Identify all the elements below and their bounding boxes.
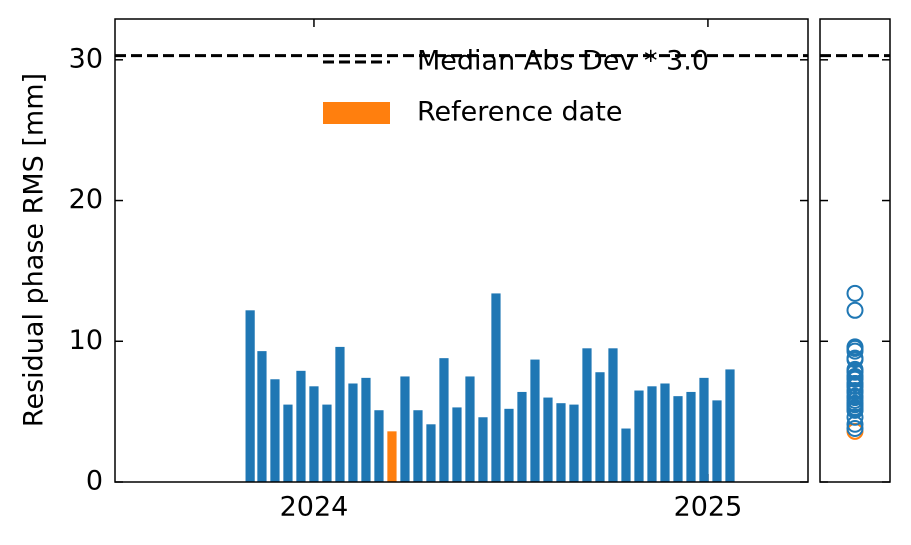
bar bbox=[439, 358, 449, 482]
bar bbox=[283, 404, 293, 482]
distribution-point bbox=[846, 420, 864, 438]
bar bbox=[387, 431, 397, 482]
bar bbox=[478, 417, 488, 482]
bar bbox=[309, 386, 319, 482]
bar bbox=[660, 383, 670, 482]
bar bbox=[595, 372, 605, 482]
y-tick-label: 20 bbox=[69, 184, 103, 215]
bar bbox=[712, 400, 722, 482]
legend-label: Reference date bbox=[417, 97, 622, 128]
bar bbox=[413, 410, 423, 482]
bar bbox=[491, 293, 501, 482]
bar bbox=[296, 370, 306, 482]
distribution-point bbox=[846, 369, 864, 387]
bar bbox=[699, 377, 709, 482]
side-frame bbox=[819, 18, 891, 483]
y-axis-label: Residual phase RMS [mm] bbox=[19, 73, 50, 427]
bar bbox=[322, 404, 332, 482]
y-tick-label: 10 bbox=[69, 325, 103, 356]
bar bbox=[348, 383, 358, 482]
plot-frame bbox=[114, 18, 809, 483]
bar bbox=[621, 428, 631, 482]
bar bbox=[582, 348, 592, 482]
distribution-point bbox=[846, 351, 864, 369]
distribution-point bbox=[846, 284, 864, 302]
distribution-point bbox=[846, 400, 864, 418]
bar bbox=[673, 396, 683, 482]
bar bbox=[530, 359, 540, 482]
bar bbox=[361, 377, 371, 482]
bar bbox=[504, 408, 514, 482]
bar bbox=[426, 424, 436, 482]
x-tick-label: 2024 bbox=[280, 492, 349, 523]
bar bbox=[517, 391, 527, 482]
distribution-point bbox=[846, 339, 864, 357]
bar bbox=[257, 351, 267, 482]
legend-label: Median Abs Dev * 3.0 bbox=[417, 46, 709, 77]
x-tick-label: 2025 bbox=[674, 492, 743, 523]
y-tick-label: 30 bbox=[69, 43, 103, 74]
bar bbox=[400, 376, 410, 482]
bar bbox=[686, 391, 696, 482]
distribution-point bbox=[846, 387, 864, 405]
bar bbox=[556, 403, 566, 482]
bar bbox=[543, 397, 553, 482]
distribution-point bbox=[846, 360, 864, 378]
bar bbox=[270, 379, 280, 482]
bar bbox=[335, 346, 345, 482]
bar bbox=[725, 369, 735, 482]
y-tick-label: 0 bbox=[86, 466, 103, 497]
legend-reference-symbol bbox=[323, 102, 390, 124]
bar bbox=[608, 348, 618, 482]
bar bbox=[374, 410, 384, 482]
distribution-point bbox=[846, 301, 864, 319]
distribution-point bbox=[846, 391, 864, 409]
bar bbox=[634, 390, 644, 482]
bar bbox=[647, 386, 657, 482]
bar bbox=[245, 310, 255, 482]
bar bbox=[465, 376, 475, 482]
bar bbox=[569, 404, 579, 482]
bar bbox=[452, 407, 462, 482]
